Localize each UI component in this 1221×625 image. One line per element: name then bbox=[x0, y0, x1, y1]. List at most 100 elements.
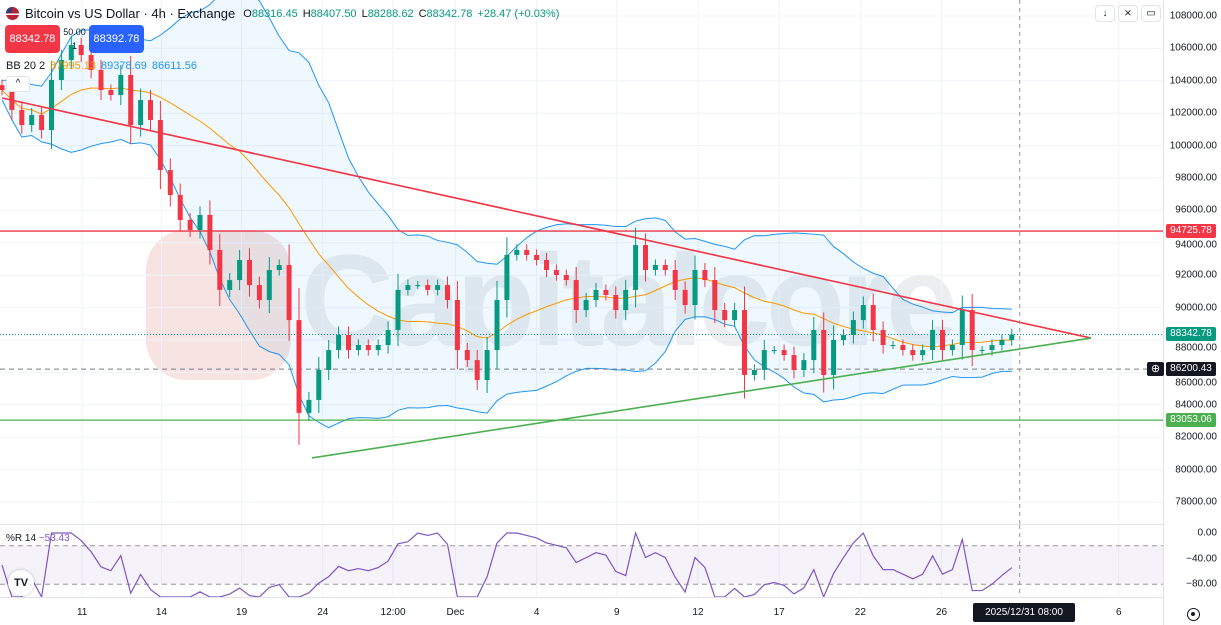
candle-body bbox=[0, 85, 5, 91]
price-tick-label: 86000.00 bbox=[1175, 377, 1217, 389]
candle-body bbox=[157, 120, 163, 171]
bb-legend[interactable]: BB 20 2 87995.13 89378.69 86611.56 bbox=[6, 60, 197, 72]
time-tick-label: 12 bbox=[692, 607, 704, 618]
high-value: 88407.50 bbox=[310, 7, 357, 20]
candle-body bbox=[534, 254, 540, 260]
tradingview-logo[interactable]: TV bbox=[8, 570, 34, 596]
candle-body bbox=[207, 214, 213, 250]
candle-body bbox=[454, 299, 460, 351]
chevron-up-icon[interactable]: ^ bbox=[6, 76, 30, 92]
candle-body bbox=[395, 289, 401, 330]
oscillator-legend[interactable]: %R 14 −53.43 bbox=[6, 533, 70, 544]
change-value: +28.47 (+0.03%) bbox=[477, 7, 560, 20]
candle-body bbox=[187, 219, 193, 231]
candle-body bbox=[850, 320, 856, 335]
time-tick-label: 6 bbox=[1115, 607, 1122, 618]
candle-body bbox=[237, 259, 243, 281]
time-tick-label: 14 bbox=[155, 607, 167, 618]
price-tick-label: 102000.00 bbox=[1169, 107, 1217, 119]
price-tick-label: 92000.00 bbox=[1175, 269, 1217, 281]
last-price-tag: 88342.78 bbox=[1166, 327, 1216, 342]
time-tick-label: 22 bbox=[854, 607, 866, 618]
price-tick-label: 100000.00 bbox=[1169, 140, 1217, 152]
crosshair-time-label: 2025/12/31 08:00 bbox=[973, 603, 1075, 622]
candle-body bbox=[573, 280, 579, 311]
williams-r-pane[interactable] bbox=[0, 525, 1163, 597]
wr-band bbox=[0, 545, 1163, 585]
candle-body bbox=[692, 270, 698, 306]
bb-basis-line bbox=[1, 87, 1012, 348]
candle-body bbox=[890, 345, 896, 347]
candle-body bbox=[524, 249, 530, 255]
candle-body bbox=[415, 285, 421, 287]
candle-body bbox=[405, 285, 411, 290]
candle-body bbox=[613, 294, 619, 311]
candle-body bbox=[732, 310, 738, 321]
candle-body bbox=[29, 114, 35, 126]
sell-button[interactable]: 88342.78 bbox=[5, 25, 60, 53]
candle-body bbox=[652, 264, 658, 271]
candle-body bbox=[930, 329, 936, 351]
candle-body bbox=[751, 369, 757, 375]
price-tick-label: 104000.00 bbox=[1169, 75, 1217, 87]
candle-body bbox=[563, 275, 569, 281]
trendline bbox=[1, 97, 1092, 339]
candle-body bbox=[870, 305, 876, 330]
candle-body bbox=[682, 289, 688, 306]
candle-body bbox=[167, 170, 173, 196]
time-tick-label: 24 bbox=[317, 607, 329, 618]
symbol-title[interactable]: Bitcoin vs US Dollar · 4h · Exchange bbox=[25, 6, 236, 21]
candle-body bbox=[742, 310, 747, 375]
candle-body bbox=[375, 345, 381, 351]
price-tick-label: 94000.00 bbox=[1175, 239, 1217, 251]
settings-eye-icon[interactable] bbox=[1187, 608, 1200, 621]
candle-body bbox=[425, 285, 431, 290]
price-tick-label: 80000.00 bbox=[1175, 464, 1217, 476]
candle-body bbox=[217, 249, 223, 290]
time-tick-label: 11 bbox=[76, 607, 88, 618]
level-price-tag: 83053.06 bbox=[1166, 413, 1216, 428]
candle-body bbox=[514, 249, 520, 255]
time-tick-label: 17 bbox=[773, 607, 785, 618]
candle-body bbox=[49, 79, 54, 131]
candle-body bbox=[781, 350, 787, 356]
spread-quantity: 50.00 1 bbox=[63, 27, 86, 51]
trendline bbox=[311, 337, 1092, 459]
candle-body bbox=[920, 350, 926, 356]
candle-body bbox=[276, 264, 282, 271]
candle-body bbox=[19, 109, 25, 126]
wr-line bbox=[1, 531, 1013, 597]
candle-body bbox=[39, 114, 45, 131]
candle-body bbox=[445, 285, 450, 300]
symbol-header: Bitcoin vs US Dollar · 4h · Exchange O88… bbox=[6, 6, 564, 21]
price-axis[interactable]: 108000.00 106000.00 104000.00 102000.00 1000… bbox=[1163, 0, 1221, 625]
bb-fill bbox=[2, 0, 1012, 428]
candle-body bbox=[336, 334, 342, 351]
add-alert-plus-icon[interactable]: ⊕ bbox=[1147, 362, 1164, 376]
candle-body bbox=[544, 259, 549, 271]
candle-body bbox=[722, 310, 728, 321]
candle-body bbox=[316, 369, 322, 400]
wr-tick-label: 0.00 bbox=[1197, 527, 1217, 539]
price-tick-label: 88000.00 bbox=[1175, 342, 1217, 354]
candle-body bbox=[999, 340, 1005, 346]
candle-body bbox=[623, 289, 629, 311]
wr-tick-label: −80.00 bbox=[1186, 578, 1217, 590]
time-axis[interactable]: 11 14 19 24 12:00 Dec 4 9 12 17 22 26 6 bbox=[0, 597, 1163, 625]
price-tick-label: 108000.00 bbox=[1169, 10, 1217, 22]
wr-tick-label: −40.00 bbox=[1186, 553, 1217, 565]
collapse-icon[interactable]: ⨯ bbox=[1118, 5, 1138, 22]
fullscreen-icon[interactable]: ▭ bbox=[1141, 5, 1161, 22]
candle-body bbox=[247, 259, 252, 286]
candle-body bbox=[256, 285, 262, 300]
arrow-down-icon[interactable]: ↓ bbox=[1095, 5, 1115, 22]
candle-body bbox=[484, 350, 490, 381]
price-chart[interactable] bbox=[0, 0, 1163, 525]
candle-body bbox=[979, 350, 985, 352]
candle-body bbox=[643, 245, 648, 271]
candle-body bbox=[821, 329, 827, 375]
candle-body bbox=[841, 334, 846, 340]
price-tick-label: 84000.00 bbox=[1175, 399, 1217, 411]
candle-body bbox=[138, 100, 144, 126]
buy-button[interactable]: 88392.78 bbox=[89, 25, 144, 53]
